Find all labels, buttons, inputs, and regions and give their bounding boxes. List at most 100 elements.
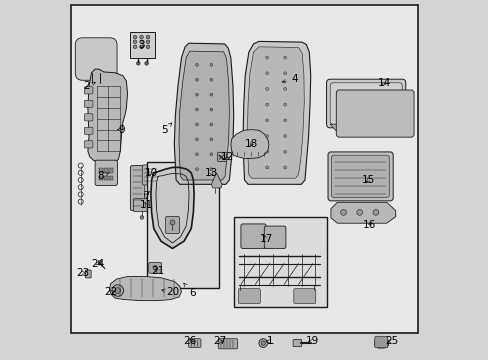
Circle shape <box>356 210 362 215</box>
Text: 8: 8 <box>97 171 109 181</box>
Circle shape <box>283 103 286 106</box>
Text: 14: 14 <box>378 78 391 88</box>
Text: 11: 11 <box>140 200 153 210</box>
Circle shape <box>209 138 212 141</box>
Text: 10: 10 <box>144 168 157 178</box>
Circle shape <box>195 93 198 96</box>
Circle shape <box>372 210 378 215</box>
Circle shape <box>140 45 143 49</box>
Circle shape <box>195 123 198 126</box>
Text: 3: 3 <box>138 40 145 50</box>
Circle shape <box>112 285 123 296</box>
Circle shape <box>283 150 286 153</box>
FancyBboxPatch shape <box>217 152 226 162</box>
Bar <box>99 168 103 173</box>
FancyBboxPatch shape <box>336 90 413 137</box>
Circle shape <box>209 153 212 156</box>
Polygon shape <box>330 202 395 223</box>
Text: 26: 26 <box>183 336 196 346</box>
Circle shape <box>258 339 267 347</box>
Circle shape <box>144 62 148 65</box>
Circle shape <box>261 341 265 345</box>
Circle shape <box>133 35 137 39</box>
FancyBboxPatch shape <box>142 165 159 185</box>
Circle shape <box>209 168 212 171</box>
Circle shape <box>283 166 286 169</box>
Text: 6: 6 <box>183 283 195 298</box>
Circle shape <box>209 108 212 111</box>
Circle shape <box>133 45 137 49</box>
Circle shape <box>265 135 268 138</box>
Polygon shape <box>151 167 194 248</box>
FancyBboxPatch shape <box>326 79 405 128</box>
Circle shape <box>170 220 175 225</box>
FancyBboxPatch shape <box>188 339 201 347</box>
Text: 7: 7 <box>143 191 150 201</box>
Circle shape <box>265 103 268 106</box>
FancyBboxPatch shape <box>130 166 144 211</box>
Circle shape <box>146 40 149 44</box>
Text: 15: 15 <box>361 175 375 185</box>
Circle shape <box>283 72 286 75</box>
Circle shape <box>195 78 198 81</box>
Circle shape <box>195 168 198 171</box>
Circle shape <box>195 138 198 141</box>
Text: 5: 5 <box>161 123 172 135</box>
Bar <box>147 162 219 288</box>
Circle shape <box>265 150 268 153</box>
Text: 19: 19 <box>305 336 319 346</box>
Text: 2: 2 <box>82 81 95 91</box>
Text: 16: 16 <box>363 220 376 230</box>
Circle shape <box>265 72 268 75</box>
Circle shape <box>340 210 346 215</box>
Polygon shape <box>88 69 127 164</box>
Circle shape <box>209 78 212 81</box>
Text: 18: 18 <box>244 139 258 149</box>
FancyBboxPatch shape <box>84 114 93 121</box>
FancyBboxPatch shape <box>75 38 117 80</box>
Bar <box>233 217 326 307</box>
FancyBboxPatch shape <box>84 87 93 94</box>
Polygon shape <box>109 276 181 301</box>
Text: 25: 25 <box>384 336 397 346</box>
FancyBboxPatch shape <box>241 224 265 248</box>
Text: 23: 23 <box>76 268 89 278</box>
FancyBboxPatch shape <box>133 199 150 212</box>
Circle shape <box>133 40 137 44</box>
Circle shape <box>209 63 212 66</box>
Circle shape <box>283 87 286 90</box>
Circle shape <box>283 135 286 138</box>
Text: 17: 17 <box>259 234 272 244</box>
Polygon shape <box>179 51 229 180</box>
Bar <box>109 176 113 180</box>
FancyBboxPatch shape <box>329 83 401 124</box>
Circle shape <box>195 108 198 111</box>
FancyBboxPatch shape <box>148 262 162 273</box>
FancyBboxPatch shape <box>264 226 285 248</box>
Circle shape <box>195 153 198 156</box>
FancyBboxPatch shape <box>374 336 387 348</box>
FancyBboxPatch shape <box>292 339 301 347</box>
Polygon shape <box>247 47 304 178</box>
FancyBboxPatch shape <box>84 141 93 148</box>
Polygon shape <box>230 130 268 158</box>
Text: 20: 20 <box>162 287 179 297</box>
Circle shape <box>265 119 268 122</box>
Text: 27: 27 <box>213 336 226 346</box>
Text: 9: 9 <box>117 125 124 135</box>
Circle shape <box>136 62 140 65</box>
Text: 24: 24 <box>91 258 104 269</box>
Circle shape <box>140 216 143 219</box>
Circle shape <box>140 40 143 44</box>
Circle shape <box>98 260 102 264</box>
Circle shape <box>115 288 121 293</box>
FancyBboxPatch shape <box>238 289 260 303</box>
Circle shape <box>146 45 149 49</box>
Text: 21: 21 <box>150 266 163 276</box>
Polygon shape <box>211 173 222 188</box>
Circle shape <box>283 119 286 122</box>
FancyBboxPatch shape <box>95 160 117 185</box>
Bar <box>99 176 103 180</box>
Text: 12: 12 <box>220 152 233 162</box>
Text: 4: 4 <box>282 74 298 84</box>
